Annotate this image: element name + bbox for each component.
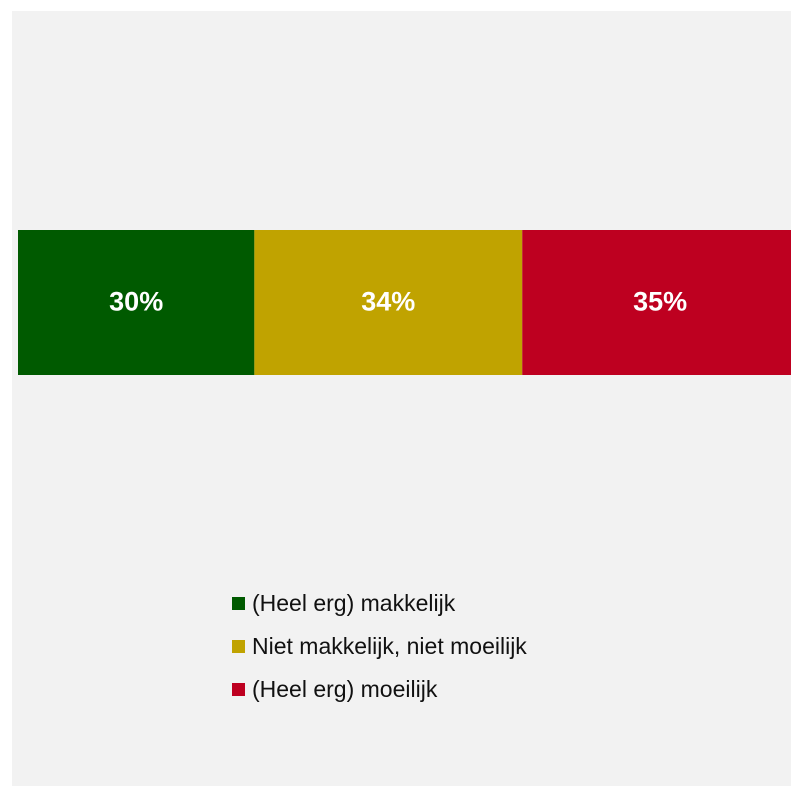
legend-swatch-neutraal <box>232 640 245 653</box>
legend-label-moeilijk: (Heel erg) moeilijk <box>252 676 438 702</box>
stacked-bar-chart: 30% 34% 35% <box>18 230 791 375</box>
chart-legend: (Heel erg) makkelijk Niet makkelijk, nie… <box>232 582 527 711</box>
legend-swatch-moeilijk <box>232 683 245 696</box>
legend-label-neutraal: Niet makkelijk, niet moeilijk <box>252 633 527 659</box>
data-label-moeilijk: 35% <box>633 287 687 317</box>
legend-label-makkelijk: (Heel erg) makkelijk <box>252 590 456 616</box>
chart-panel: 30% 34% 35% (Heel erg) makkelijk Niet makk… <box>12 11 791 786</box>
data-label-makkelijk: 30% <box>109 287 163 317</box>
data-label-neutraal: 34% <box>361 287 415 317</box>
bar-segment-makkelijk <box>18 230 255 375</box>
bar-segment-moeilijk <box>522 230 791 375</box>
legend-item-neutraal: Niet makkelijk, niet moeilijk <box>232 625 527 668</box>
legend-swatch-makkelijk <box>232 597 245 610</box>
legend-item-moeilijk: (Heel erg) moeilijk <box>232 668 527 711</box>
bar-segment-neutraal <box>254 230 523 375</box>
legend-item-makkelijk: (Heel erg) makkelijk <box>232 582 527 625</box>
